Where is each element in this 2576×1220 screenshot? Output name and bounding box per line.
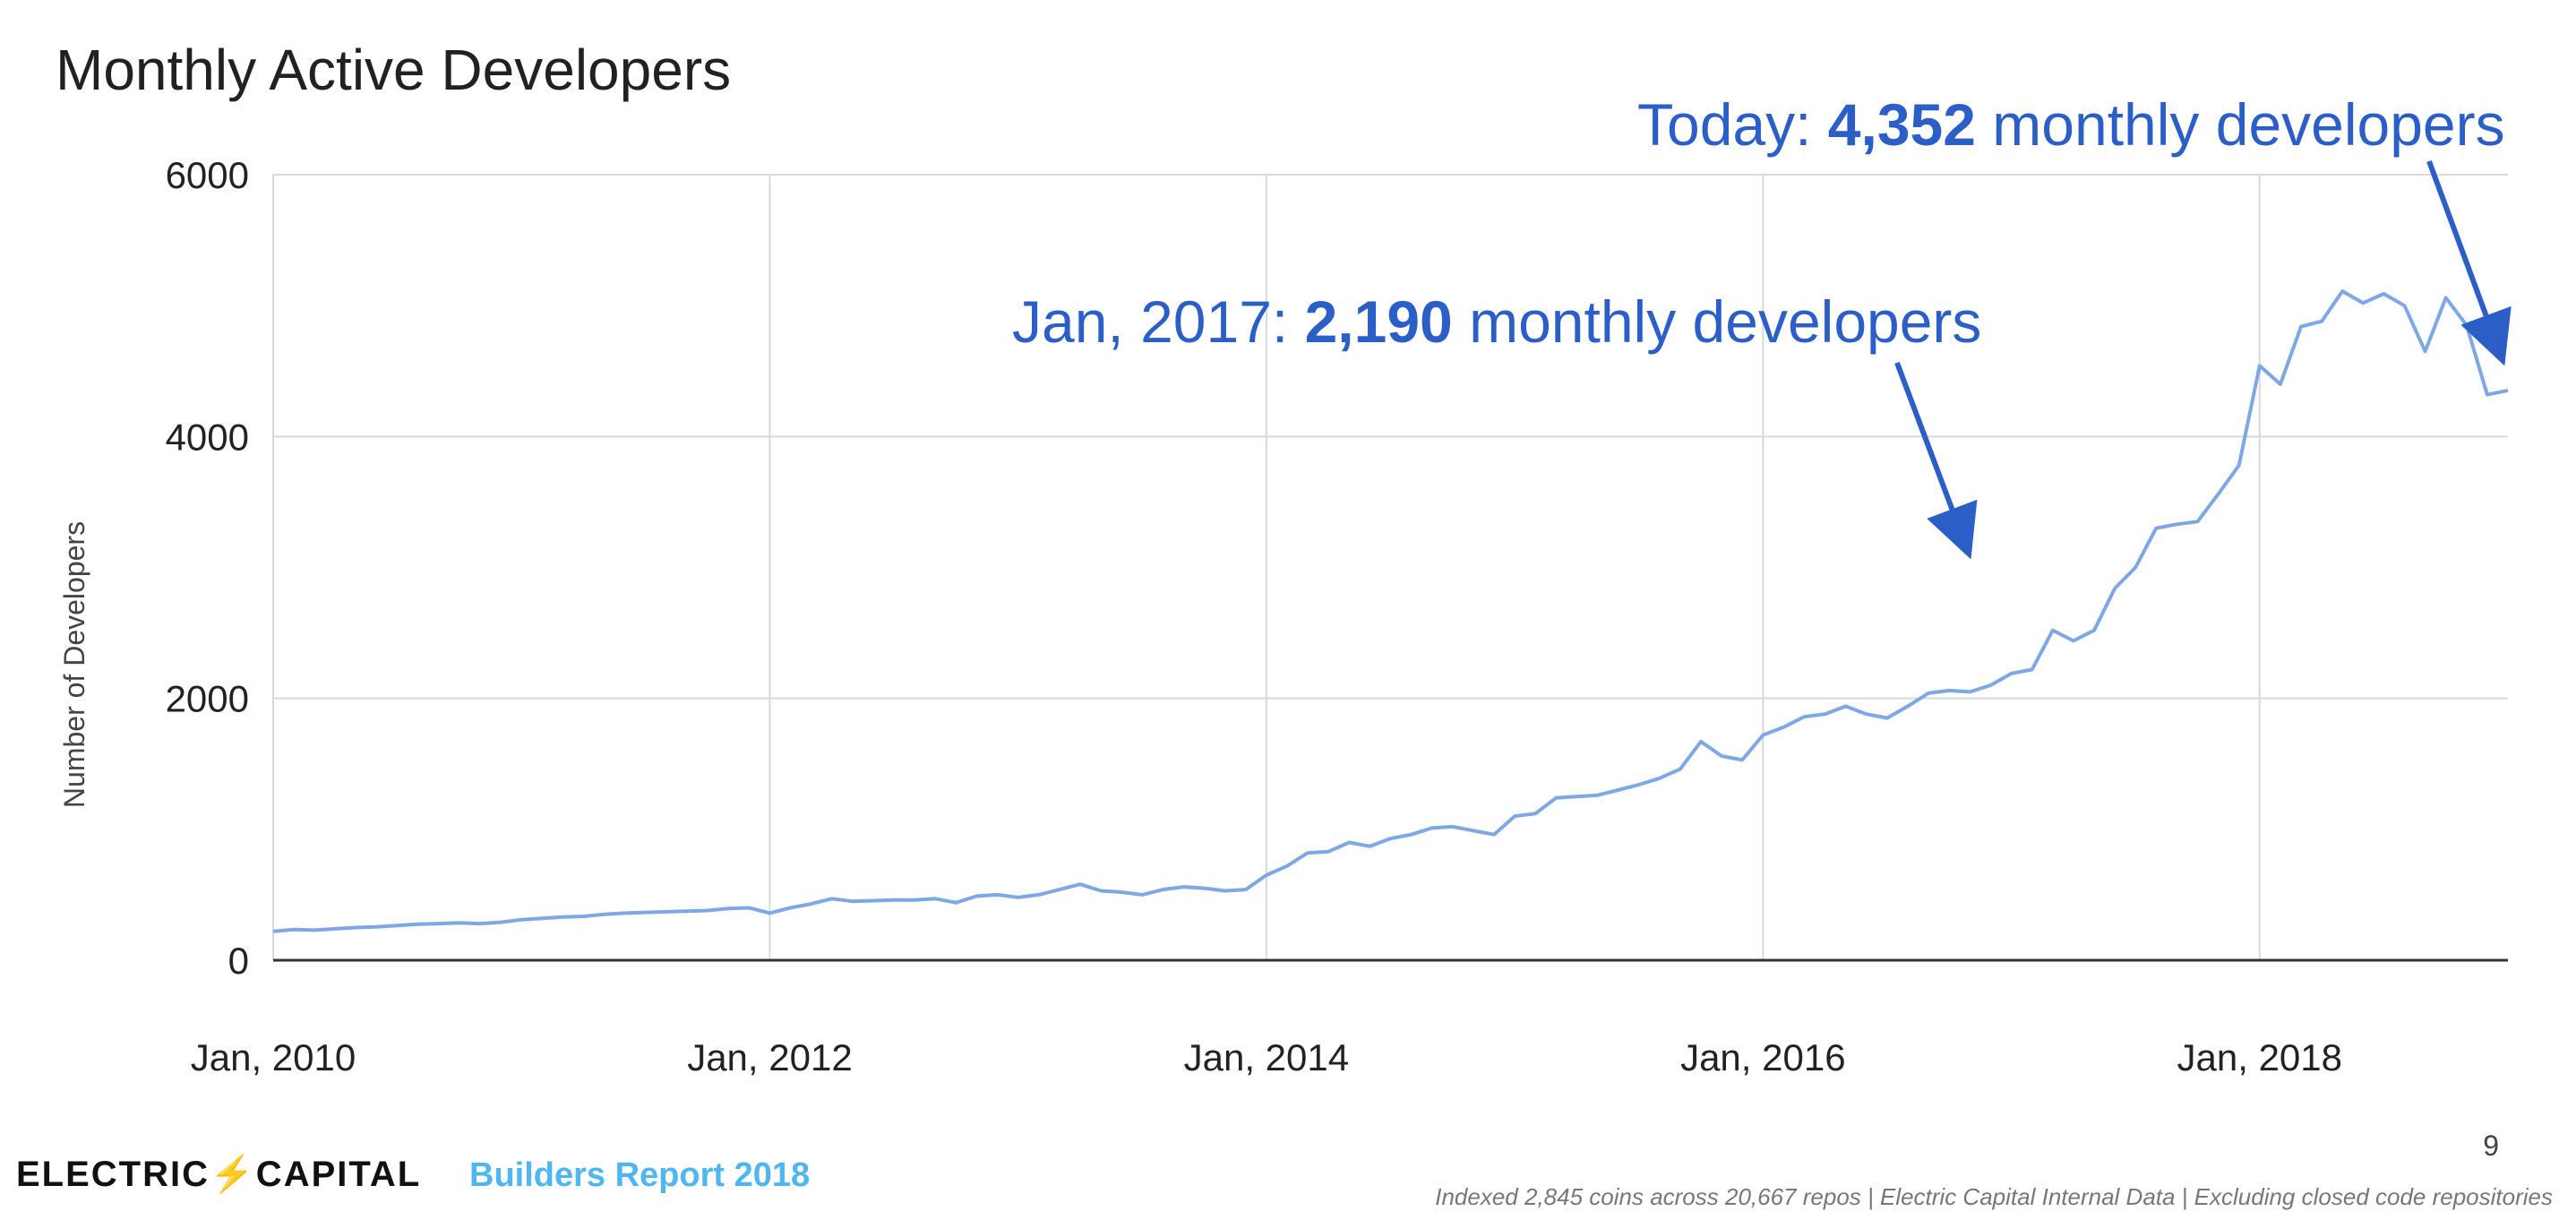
y-tick-label: 4000	[166, 416, 249, 458]
page-number: 9	[2483, 1130, 2499, 1162]
y-axis-label: Number of Developers	[58, 521, 90, 808]
annotation-today-arrow	[2426, 159, 2512, 366]
x-tick-label: Jan, 2018	[2177, 1036, 2343, 1078]
series-line	[272, 289, 2509, 933]
annotation-jan-2017-text: Jan, 2017: 2,190 monthly developers	[1012, 288, 1981, 355]
chart-title: Monthly Active Developers	[56, 38, 731, 102]
footnote: Indexed 2,845 coins across 20,667 repos …	[1435, 1183, 2553, 1210]
y-tick-label: 6000	[166, 154, 249, 196]
y-axis-ticks: 0 2000 4000 6000	[166, 154, 249, 982]
gridlines	[272, 174, 2508, 960]
annotation-jan-2017-arrow	[1894, 361, 1978, 560]
x-tick-label: Jan, 2010	[191, 1036, 356, 1078]
footer: ELECTRIC⚡CAPITAL Builders Report 2018 9 …	[16, 1130, 2553, 1210]
brand-logo: ELECTRIC⚡CAPITAL	[16, 1153, 421, 1195]
annotation-today-text: Today: 4,352 monthly developers	[1637, 91, 2505, 158]
x-tick-label: Jan, 2016	[1680, 1036, 1846, 1078]
x-axis-ticks: Jan, 2010 Jan, 2012 Jan, 2014 Jan, 2016 Jan,…	[191, 1036, 2342, 1078]
annotation-jan-2017: Jan, 2017: 2,190 monthly developers	[1012, 288, 1981, 560]
y-tick-label: 2000	[166, 678, 249, 720]
y-tick-label: 0	[228, 940, 249, 982]
x-tick-label: Jan, 2012	[687, 1036, 853, 1078]
series-points	[272, 290, 2509, 932]
x-tick-label: Jan, 2014	[1184, 1036, 1350, 1078]
report-title: Builders Report 2018	[469, 1156, 810, 1194]
annotation-today: Today: 4,352 monthly developers	[1637, 91, 2512, 366]
